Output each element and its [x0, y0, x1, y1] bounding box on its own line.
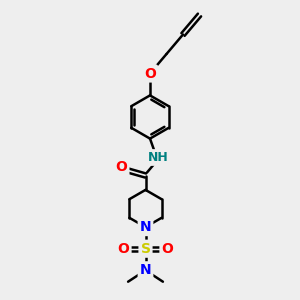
Text: O: O	[116, 160, 128, 174]
Text: N: N	[140, 220, 151, 234]
Text: N: N	[140, 263, 151, 277]
Text: O: O	[161, 242, 173, 256]
Text: NH: NH	[148, 151, 169, 164]
Text: O: O	[118, 242, 130, 256]
Text: O: O	[144, 67, 156, 80]
Text: S: S	[140, 242, 151, 256]
